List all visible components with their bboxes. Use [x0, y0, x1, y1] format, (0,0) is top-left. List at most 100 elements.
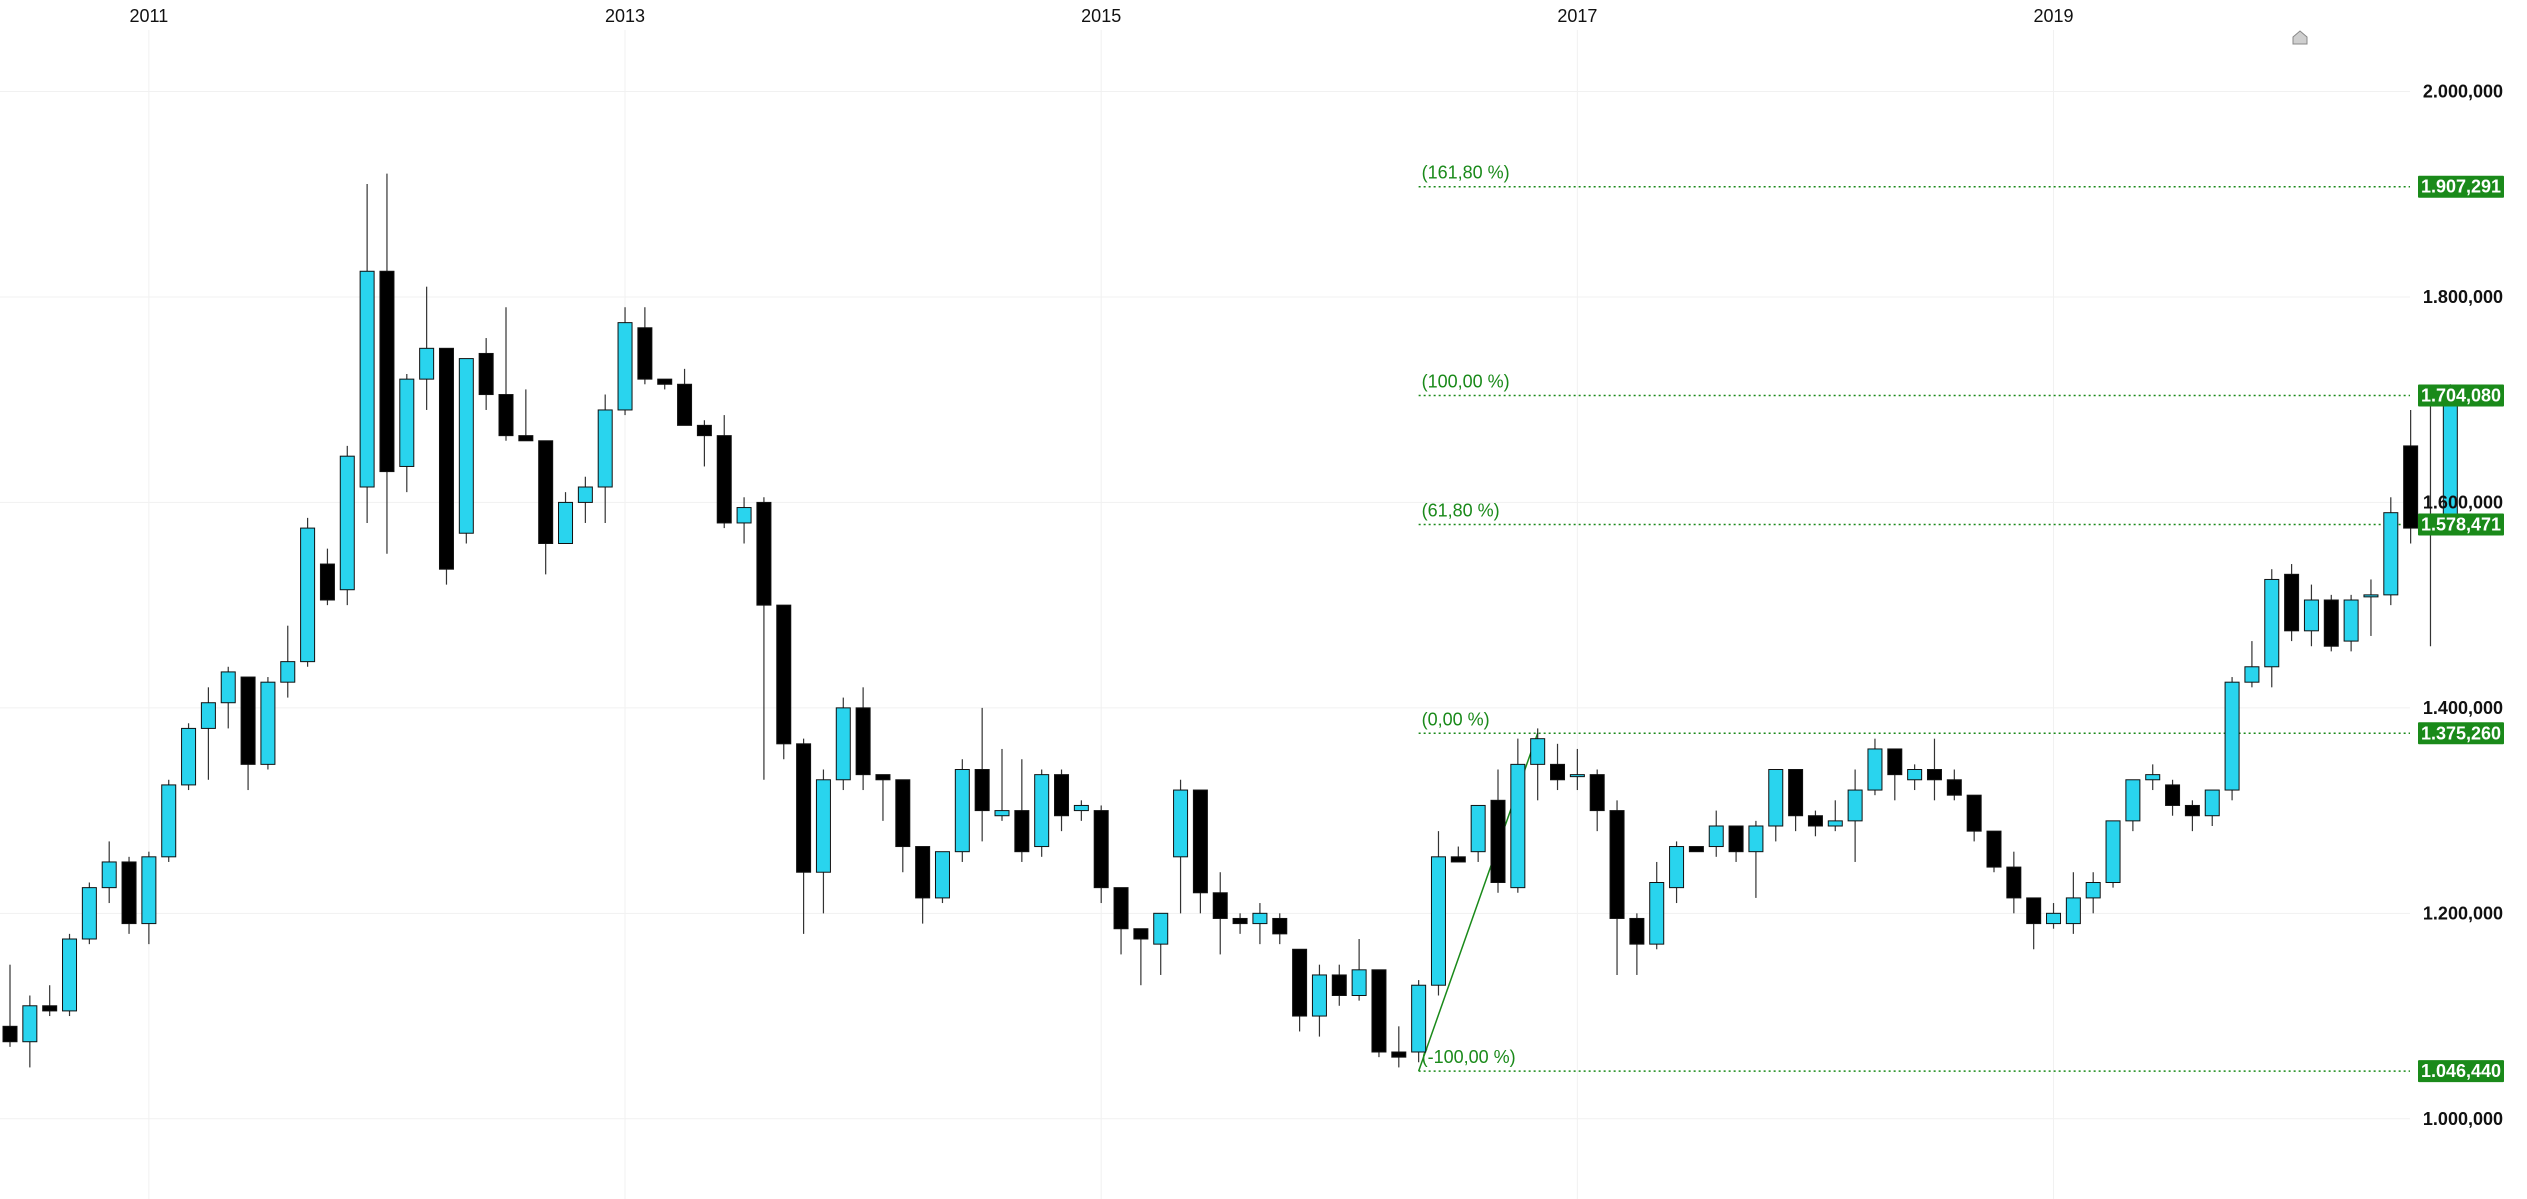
candle-body-up: [2303, 599, 2319, 632]
candle-body-up: [339, 455, 355, 591]
candle-body-up: [2085, 882, 2101, 899]
candle-body-up: [359, 270, 375, 488]
candle: [2343, 594, 2359, 652]
candle: [1589, 769, 1605, 832]
candle: [1232, 913, 1248, 934]
candle: [260, 677, 276, 770]
candle-body-up: [835, 707, 851, 781]
candle: [2165, 779, 2181, 816]
candle: [62, 933, 78, 1017]
candle: [1073, 800, 1089, 821]
candle-body-up: [934, 851, 950, 899]
candle: [1946, 769, 1962, 801]
price-badge: 1.907,291: [2418, 175, 2504, 198]
candle-body-down: [855, 707, 871, 776]
y-tick-label: 1.000,000: [2423, 1109, 2503, 1129]
candle-body-up: [617, 322, 633, 411]
candle: [1867, 738, 1883, 796]
candle: [1708, 810, 1724, 857]
candle-body-down: [1212, 892, 1228, 919]
candle: [2303, 584, 2319, 647]
candle: [1926, 738, 1942, 801]
candle: [637, 307, 653, 385]
candle: [2244, 641, 2260, 688]
candle: [1054, 769, 1070, 832]
scroll-to-end-icon[interactable]: [2292, 30, 2308, 45]
candle: [1748, 820, 1764, 898]
candle: [2323, 594, 2339, 652]
candle-body-down: [1014, 810, 1030, 853]
candle: [736, 497, 752, 544]
candle-body-down: [1887, 748, 1903, 776]
candle-body-down: [1609, 810, 1625, 919]
candle: [300, 517, 316, 667]
candle: [2, 964, 18, 1047]
candle: [1014, 759, 1030, 862]
fib-level-label: (161,80 %): [1422, 163, 1510, 183]
candle: [954, 759, 970, 862]
candle-body-up: [22, 1005, 38, 1043]
candle: [1966, 794, 1982, 842]
candle: [677, 368, 693, 426]
candle-body-down: [518, 435, 534, 442]
candle: [1113, 887, 1129, 955]
candle: [2284, 564, 2300, 642]
candle: [1788, 769, 1804, 832]
candle-body-down: [1629, 917, 1645, 945]
candle-body-down: [2184, 804, 2200, 817]
candle-body-up: [2204, 789, 2220, 817]
candle: [359, 183, 375, 523]
candle-body-down: [240, 676, 256, 765]
candle: [161, 779, 177, 862]
candle-body-down: [1688, 846, 1704, 853]
candle-body-down: [2403, 445, 2419, 529]
candle-body-up: [2224, 681, 2240, 791]
candle: [1470, 804, 1486, 862]
candle: [1173, 779, 1189, 914]
price-badge-label: 1.578,471: [2421, 515, 2501, 535]
x-tick-label: 2017: [1557, 6, 1597, 26]
candle: [2403, 409, 2419, 544]
candle-body-down: [1272, 917, 1288, 935]
x-tick-label: 2013: [605, 6, 645, 26]
candle-body-down: [538, 440, 554, 545]
candle-body-down: [696, 424, 712, 437]
candle: [181, 723, 197, 791]
candle: [240, 676, 256, 791]
candle-body-up: [2363, 594, 2379, 598]
candle-body-up: [280, 661, 296, 683]
candle-body-up: [2105, 820, 2121, 884]
candle: [895, 779, 911, 873]
candle: [200, 687, 216, 780]
candle-body-up: [558, 501, 574, 544]
candle-body-up: [2244, 666, 2260, 683]
candle-body-up: [1411, 984, 1427, 1053]
candle-body-up: [2125, 779, 2141, 822]
candle: [538, 440, 554, 575]
candle: [1311, 964, 1327, 1037]
candle-body-up: [1073, 804, 1089, 812]
candle-body-down: [2284, 573, 2300, 632]
candle-body-up: [1649, 882, 1665, 945]
candle: [1034, 769, 1050, 857]
price-badge-bg: [2418, 513, 2504, 536]
candle: [2006, 851, 2022, 914]
price-badge: 1.046,440: [2418, 1060, 2504, 1083]
candle-body-down: [42, 1005, 58, 1012]
candle: [915, 846, 931, 924]
candle-body-up: [141, 856, 157, 925]
candle: [1371, 969, 1387, 1058]
candle: [1292, 948, 1308, 1032]
candle: [1510, 738, 1526, 893]
fib-level-label: (61,80 %): [1422, 501, 1500, 521]
candle: [2224, 677, 2240, 801]
candle: [2204, 789, 2220, 826]
y-tick-label: 1.800,000: [2423, 287, 2503, 307]
candle: [498, 307, 514, 441]
candle: [1133, 928, 1149, 986]
candle: [994, 748, 1010, 821]
candle: [1331, 964, 1347, 1006]
candle: [458, 358, 474, 544]
candle-body-up: [1847, 789, 1863, 822]
